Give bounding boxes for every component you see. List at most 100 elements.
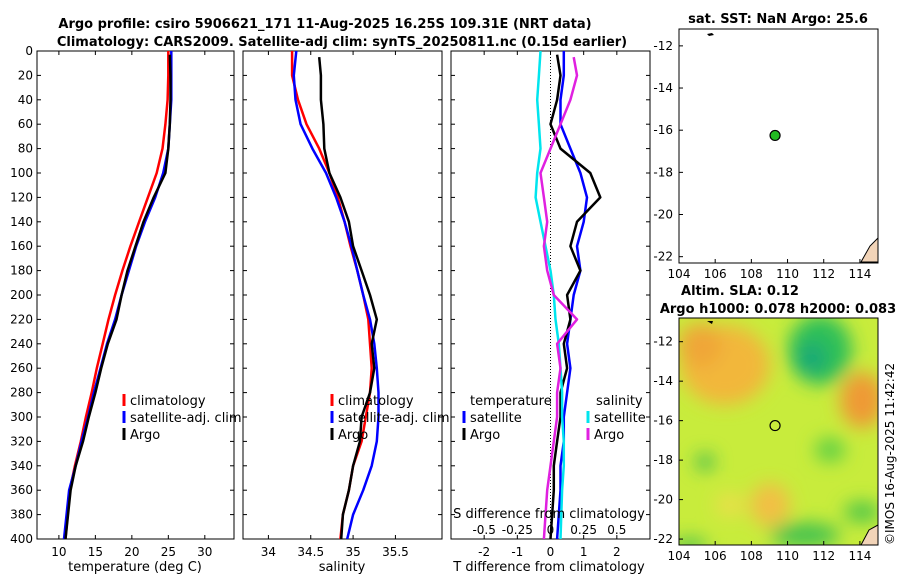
figure-title-line2: Climatology: CARS2009. Satellite-adj cli…: [57, 35, 627, 50]
x-tick-label: 112: [812, 549, 835, 563]
y-tick-label: 220: [10, 312, 33, 326]
series-line-satellite-adj-clim: [62, 51, 173, 539]
y-tick-label: 100: [10, 166, 33, 180]
difference-legend-salinity: salinity satellite Argo: [586, 394, 646, 443]
salinity-xlabel: salinity: [319, 560, 366, 575]
series-line-climatology: [290, 51, 373, 539]
y-tick-label: 260: [10, 361, 33, 375]
legend-argo: Argo: [130, 428, 160, 443]
legend-s-argo: Argo: [594, 428, 624, 443]
x-tick-label: -2: [478, 545, 490, 559]
sla-map-axes: [678, 317, 879, 546]
series-line-climatology: [64, 51, 170, 539]
y-tick-label: 20: [18, 68, 33, 82]
x-tick-label: 2: [613, 545, 621, 559]
sst-map-axes: [678, 28, 879, 264]
x-tick-label: 110: [776, 549, 799, 563]
island-shape: [707, 33, 714, 36]
x-tick-label: 15: [88, 545, 103, 559]
series-line-satellite-adj-clim: [292, 51, 380, 539]
temperature-xlabel: temperature (deg C): [68, 560, 202, 575]
series-line-s-satellite: [534, 51, 566, 539]
y-tick-label: -22: [653, 532, 673, 546]
coastline-shape: [860, 236, 879, 263]
legend-climatology: climatology: [338, 394, 414, 409]
x-tick-label: 110: [776, 267, 799, 281]
s-tick-label: -0.25: [502, 523, 533, 537]
sst-map-title: sat. SST: NaN Argo: 25.6: [688, 12, 868, 27]
temperature-axes: [36, 50, 235, 540]
x-tick-label: 35: [345, 545, 360, 559]
sla-map: 104 106 108 110 112 114 -12 -14 -16 -18 -20 -22: [653, 335, 871, 563]
y-tick-label: 120: [10, 190, 33, 204]
s-tick-label: -0.5: [472, 523, 495, 537]
argo-position-marker: [769, 129, 781, 142]
x-tick-label: 25: [161, 545, 176, 559]
x-tick-label: 108: [740, 549, 763, 563]
temperature-legend: climatology satellite-adj. clim Argo: [122, 394, 242, 443]
legend-t-argo: Argo: [470, 428, 500, 443]
y-tick-label: -22: [653, 250, 673, 264]
imos-watermark: ©IMOS 16-Aug-2025 11:42:42: [883, 363, 897, 545]
legend-salinity-title: salinity: [596, 394, 643, 409]
y-tick-label: 360: [10, 483, 33, 497]
x-tick-label: 104: [668, 267, 691, 281]
y-tick-label: 400: [10, 532, 33, 546]
argo-position-marker: [769, 419, 781, 432]
series-line-argo: [64, 54, 172, 539]
legend-temperature-title: temperature: [470, 394, 552, 409]
difference-xlabel: T difference from climatology: [452, 560, 645, 575]
y-tick-label: 300: [10, 410, 33, 424]
y-tick-label: -20: [653, 208, 673, 222]
legend-satellite: satellite-adj. clim: [130, 411, 242, 426]
x-tick-label: 20: [124, 545, 139, 559]
x-tick-label: 10: [51, 545, 66, 559]
series-line-t-argo: [549, 54, 602, 539]
x-tick-label: 112: [812, 267, 835, 281]
x-tick-label: 35.5: [382, 545, 409, 559]
y-tick-label: -16: [653, 123, 673, 137]
y-tick-label: -12: [653, 39, 673, 53]
x-tick-label: 34: [261, 545, 276, 559]
sst-map: 104 106 108 110 112 114 -12 -14 -16 -18 -20 -22: [653, 33, 879, 281]
sla-map-title: Altim. SLA: 0.12: [681, 284, 799, 299]
y-tick-label: 340: [10, 459, 33, 473]
y-tick-label: -18: [653, 453, 673, 467]
y-tick-label: 200: [10, 288, 33, 302]
y-tick-label: -20: [653, 493, 673, 507]
series-line-argo: [317, 56, 379, 539]
x-tick-label: 1: [580, 545, 588, 559]
y-tick-label: 140: [10, 215, 33, 229]
difference-xlabel-top: S difference from climatology: [453, 507, 645, 522]
y-tick-label: 40: [18, 93, 33, 107]
difference-legend-temperature: temperature satellite Argo: [462, 394, 552, 443]
y-tick-label: -18: [653, 165, 673, 179]
x-tick-label: -1: [511, 545, 523, 559]
y-tick-label: -16: [653, 414, 673, 428]
s-tick-label: 0.5: [607, 523, 626, 537]
y-tick-label: 180: [10, 264, 33, 278]
y-tick-label: 240: [10, 337, 33, 351]
series-line-s-argo: [539, 56, 579, 539]
legend-s-satellite: satellite: [594, 411, 646, 426]
salinity-axes: [242, 50, 443, 540]
legend-argo: Argo: [338, 428, 368, 443]
x-tick-label: 34.5: [297, 545, 324, 559]
legend-t-satellite: satellite: [470, 411, 522, 426]
x-tick-label: 106: [704, 549, 727, 563]
x-tick-label: 104: [668, 549, 691, 563]
y-tick-label: -14: [653, 374, 673, 388]
y-tick-label: 320: [10, 434, 33, 448]
y-tick-label: 280: [10, 386, 33, 400]
y-tick-label: 60: [18, 117, 33, 131]
x-tick-label: 114: [848, 267, 871, 281]
figure-title-line1: Argo profile: csiro 5906621_171 11-Aug-2…: [58, 17, 591, 32]
salinity-legend: climatology satellite-adj. clim Argo: [330, 394, 450, 443]
legend-satellite: satellite-adj. clim: [338, 411, 450, 426]
s-tick-label: 0.25: [570, 523, 597, 537]
x-tick-label: 108: [740, 267, 763, 281]
sla-heatmap: [679, 318, 878, 545]
y-tick-label: 0: [25, 44, 33, 58]
y-tick-label: 380: [10, 508, 33, 522]
